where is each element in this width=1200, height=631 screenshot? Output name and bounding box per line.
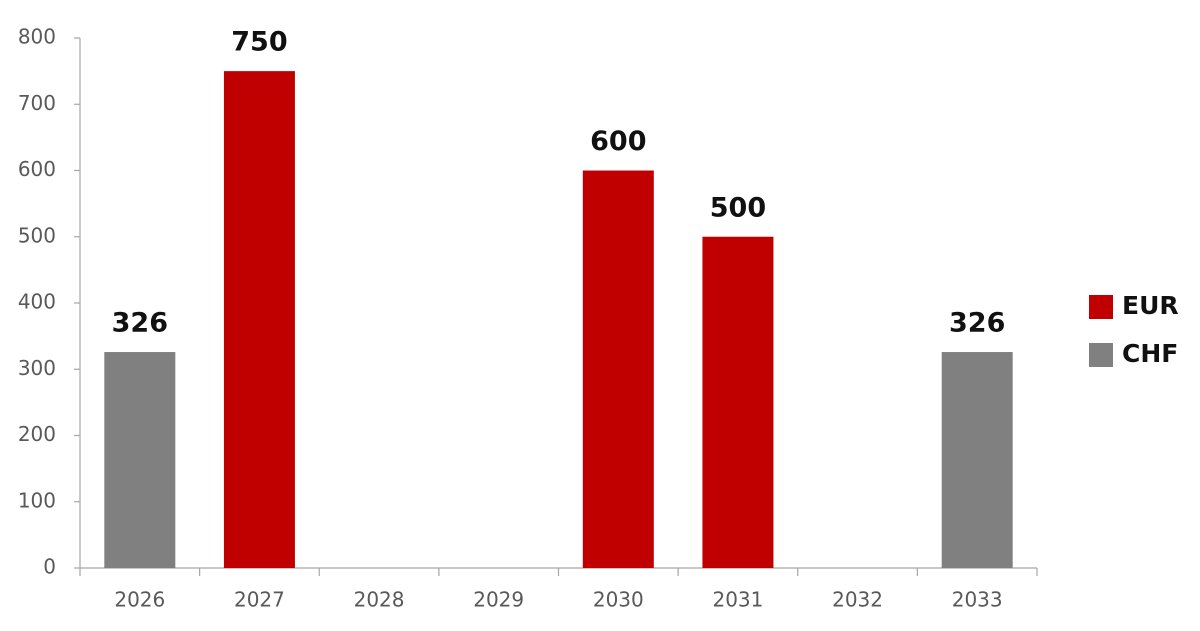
x-tick-label: 2032 xyxy=(832,588,883,612)
x-tick-label: 2033 xyxy=(952,588,1003,612)
y-tick-label: 200 xyxy=(18,422,56,446)
y-tick-label: 0 xyxy=(43,555,56,579)
y-tick-label: 500 xyxy=(18,223,56,247)
x-tick-label: 2028 xyxy=(354,588,405,612)
legend-label: EUR xyxy=(1122,291,1179,320)
legend-label: CHF xyxy=(1122,339,1178,368)
x-tick-label: 2031 xyxy=(712,588,763,612)
bar xyxy=(702,236,774,568)
value-label: 326 xyxy=(112,308,168,339)
value-label: 750 xyxy=(231,27,287,58)
bar xyxy=(104,352,176,568)
y-tick-label: 100 xyxy=(18,488,56,512)
bar xyxy=(582,170,654,568)
y-tick-label: 300 xyxy=(18,356,56,380)
value-label: 326 xyxy=(949,308,1005,339)
x-tick-label: 2026 xyxy=(114,588,165,612)
bar xyxy=(941,352,1013,568)
x-tick-label: 2030 xyxy=(593,588,644,612)
legend-swatch xyxy=(1089,295,1113,319)
value-label: 600 xyxy=(590,126,646,157)
x-tick-label: 2029 xyxy=(473,588,524,612)
y-tick-label: 400 xyxy=(18,290,56,314)
y-tick-label: 600 xyxy=(18,157,56,181)
y-tick-label: 700 xyxy=(18,91,56,115)
y-tick-label: 800 xyxy=(18,25,56,49)
bar xyxy=(223,71,295,568)
value-label: 500 xyxy=(710,192,766,223)
legend-swatch xyxy=(1089,343,1113,367)
x-tick-label: 2027 xyxy=(234,588,285,612)
